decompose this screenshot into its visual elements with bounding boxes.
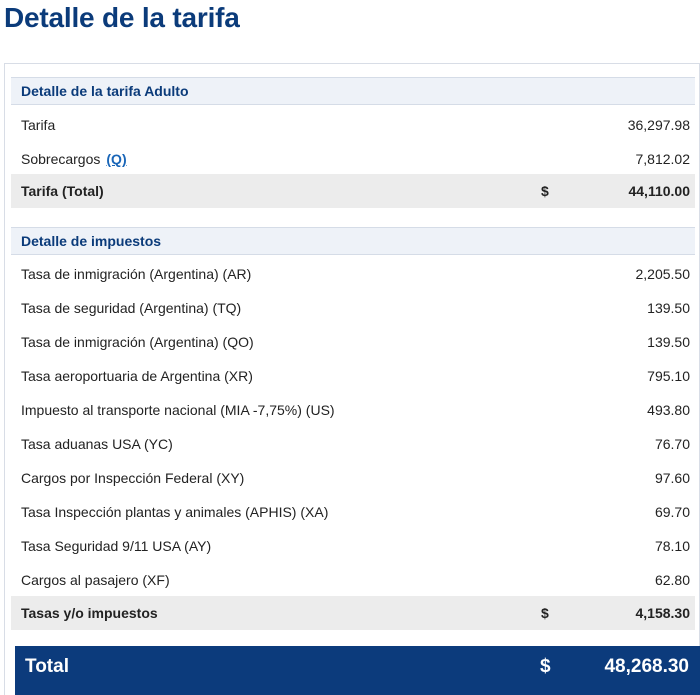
fare-row-label: Sobrecargos	[21, 151, 101, 167]
tax-row-amount: 78.10	[654, 538, 690, 554]
tax-row: Cargos al pasajero (XF) 62.80	[11, 563, 695, 597]
tax-row-amount: 97.60	[654, 470, 690, 486]
tax-row-label: Impuesto al transporte nacional (MIA -7,…	[21, 402, 335, 418]
fare-section-header: Detalle de la tarifa Adulto	[11, 77, 695, 105]
grand-total-amount: 48,268.30	[604, 656, 689, 677]
tax-row-label: Tasa aeroportuaria de Argentina (XR)	[21, 368, 253, 384]
tax-row-amount: 139.50	[647, 300, 690, 316]
tax-row-label: Tasa Inspección plantas y animales (APHI…	[21, 504, 329, 520]
tax-row-amount: 795.10	[647, 368, 690, 384]
fare-total-currency: $	[541, 183, 549, 199]
surcharge-info-link[interactable]: (Q)	[106, 151, 127, 167]
tax-row-amount: 76.70	[654, 436, 690, 452]
fare-total-row: Tarifa (Total) $ 44,110.00	[11, 174, 695, 208]
fare-detail-card	[4, 63, 700, 695]
tax-row-amount: 62.80	[654, 572, 690, 588]
tax-row-amount: 69.70	[654, 504, 690, 520]
fare-row-tarifa: Tarifa 36,297.98	[11, 108, 695, 142]
fare-row-amount: 36,297.98	[627, 117, 690, 133]
tax-row-label: Tasa de inmigración (Argentina) (AR)	[21, 266, 252, 282]
tax-row: Tasa aduanas USA (YC) 76.70	[11, 427, 695, 461]
tax-row: Tasa de inmigración (Argentina) (QO) 139…	[11, 325, 695, 359]
fare-row-label: Tarifa	[21, 117, 56, 133]
fare-total-label: Tarifa (Total)	[21, 183, 104, 199]
taxes-total-label: Tasas y/o impuestos	[21, 605, 158, 621]
tax-row: Impuesto al transporte nacional (MIA -7,…	[11, 393, 695, 427]
tax-row: Tasa Seguridad 9/11 USA (AY) 78.10	[11, 529, 695, 563]
tax-row: Tasa de seguridad (Argentina) (TQ) 139.5…	[11, 291, 695, 325]
tax-row-amount: 139.50	[647, 334, 690, 350]
tax-row: Tasa aeroportuaria de Argentina (XR) 795…	[11, 359, 695, 393]
tax-row-label: Tasa Seguridad 9/11 USA (AY)	[21, 538, 212, 554]
tax-row-label: Cargos al pasajero (XF)	[21, 572, 170, 588]
grand-total-bar: Total $ 48,268.30	[15, 646, 700, 695]
tax-row-amount: 493.80	[647, 402, 690, 418]
page-title: Detalle de la tarifa	[4, 2, 240, 33]
tax-row: Tasa Inspección plantas y animales (APHI…	[11, 495, 695, 529]
taxes-total-row: Tasas y/o impuestos $ 4,158.30	[11, 596, 695, 630]
tax-row: Tasa de inmigración (Argentina) (AR) 2,2…	[11, 257, 695, 291]
fare-row-label-wrap: Sobrecargos (Q)	[21, 142, 127, 176]
fare-row-sobrecargos: Sobrecargos (Q) 7,812.02	[11, 142, 695, 176]
grand-total-currency: $	[540, 656, 551, 677]
tax-row-label: Tasa de seguridad (Argentina) (TQ)	[21, 300, 242, 316]
taxes-total-currency: $	[541, 605, 549, 621]
tax-row: Cargos por Inspección Federal (XY) 97.60	[11, 461, 695, 495]
fare-row-amount: 7,812.02	[635, 151, 691, 167]
taxes-section-header: Detalle de impuestos	[11, 227, 695, 255]
fare-total-amount: 44,110.00	[628, 183, 690, 199]
taxes-total-amount: 4,158.30	[635, 605, 691, 621]
tax-row-label: Tasa de inmigración (Argentina) (QO)	[21, 334, 254, 350]
tax-row-label: Cargos por Inspección Federal (XY)	[21, 470, 245, 486]
tax-row-label: Tasa aduanas USA (YC)	[21, 436, 173, 452]
grand-total-label: Total	[25, 656, 69, 677]
tax-row-amount: 2,205.50	[635, 266, 691, 282]
